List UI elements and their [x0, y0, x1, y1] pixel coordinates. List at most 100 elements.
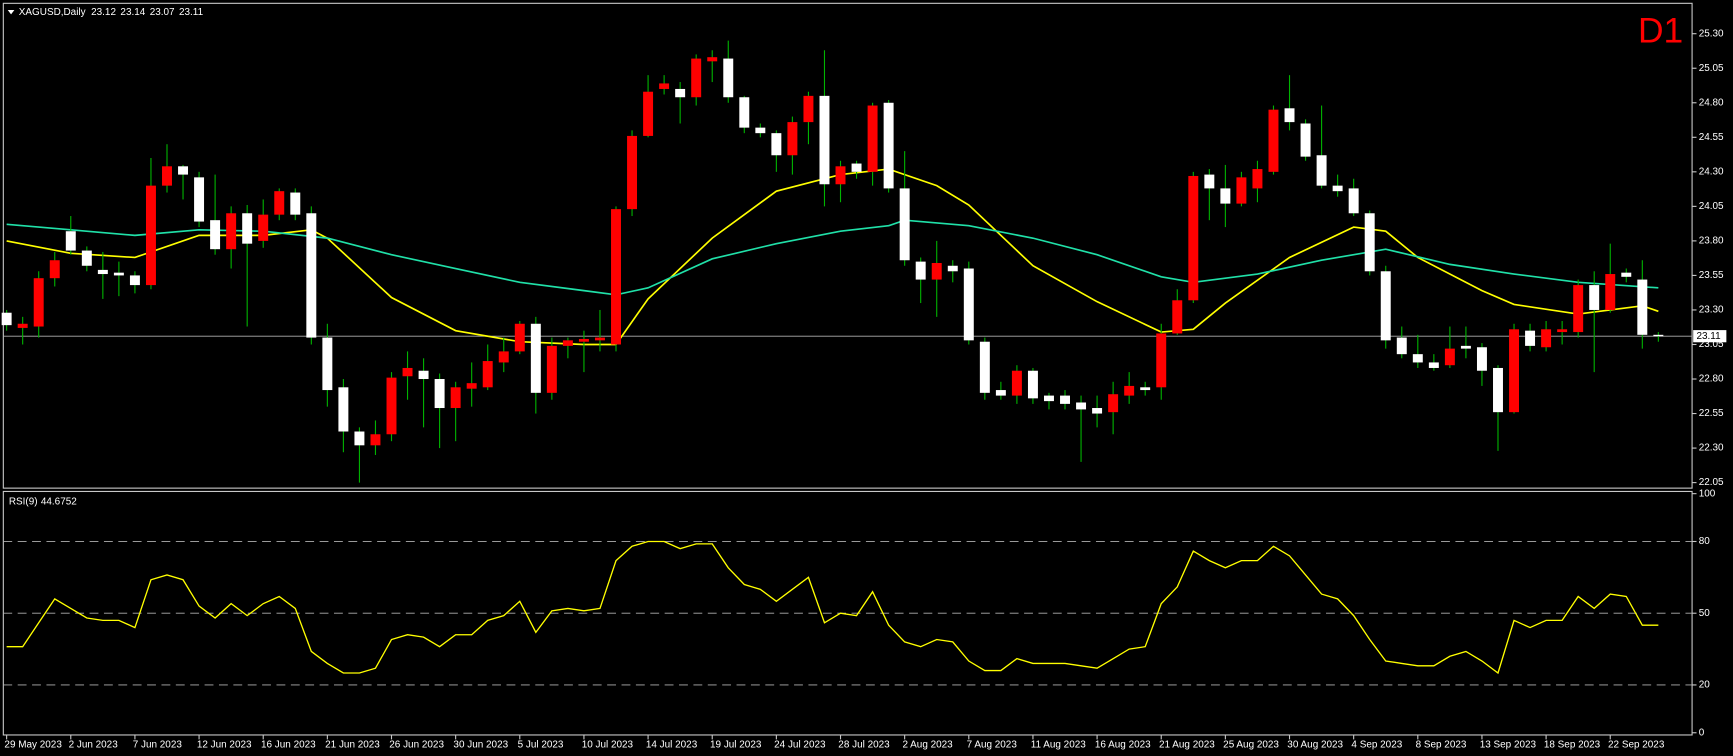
candle-body: [1509, 329, 1520, 413]
candle-body: [1236, 177, 1247, 204]
candle-body: [1637, 279, 1648, 335]
candle-body: [707, 57, 718, 62]
candle-body: [1444, 348, 1455, 366]
candle-body: [1573, 285, 1584, 333]
x-tick-label: 19 Jul 2023: [710, 740, 762, 751]
y-tick-label: 24.55: [1699, 132, 1724, 143]
candle-body: [1412, 354, 1423, 363]
candle-body: [338, 387, 349, 432]
header-open: 23.12: [91, 7, 116, 18]
candle-body: [1300, 123, 1311, 157]
rsi-header: RSI(9) 44.6752: [9, 496, 77, 507]
candle-body: [1011, 370, 1022, 396]
candle-body: [562, 340, 573, 346]
candle-body: [434, 379, 445, 409]
x-tick-label: 10 Jul 2023: [582, 740, 634, 751]
candle-body: [514, 323, 525, 352]
y-tick-label: 25.30: [1699, 28, 1724, 39]
candle-body: [1621, 272, 1632, 277]
x-tick-label: 26 Jun 2023: [389, 740, 444, 751]
y-tick-label: 24.05: [1699, 201, 1724, 212]
y-tick-label: 80: [1699, 536, 1711, 547]
candle-body: [739, 97, 750, 128]
candle-body: [1172, 300, 1183, 334]
y-tick-label: 23.05: [1699, 339, 1724, 350]
symbol: XAGUSD,Daily: [19, 7, 86, 18]
candle-body: [450, 387, 461, 409]
candle-body: [1220, 188, 1231, 204]
x-tick-label: 18 Sep 2023: [1544, 740, 1601, 751]
y-tick-label: 22.80: [1699, 374, 1724, 385]
moving-average: [6, 168, 1659, 346]
candle-body: [643, 91, 654, 136]
candle-body: [867, 105, 878, 172]
candle-body: [162, 166, 172, 186]
candle-body: [1589, 285, 1600, 310]
x-tick-label: 7 Aug 2023: [967, 740, 1018, 751]
candle-body: [178, 166, 189, 175]
x-tick-label: 21 Jun 2023: [325, 740, 380, 751]
candle-body: [931, 262, 942, 280]
candle-body: [81, 250, 92, 266]
candle-body: [145, 185, 156, 286]
candle-body: [226, 213, 237, 250]
x-tick-label: 30 Aug 2023: [1287, 740, 1343, 751]
candle-body: [1460, 345, 1471, 349]
x-tick-label: 21 Aug 2023: [1159, 740, 1215, 751]
candle-body: [1108, 394, 1119, 413]
y-tick-label: 20: [1699, 680, 1711, 691]
x-tick-label: 14 Jul 2023: [646, 740, 698, 751]
chart-header: XAGUSD,Daily 23.12 23.14 23.07 23.11: [19, 7, 204, 18]
x-tick-label: 5 Jul 2023: [518, 740, 564, 751]
candle-body: [1348, 188, 1359, 214]
candle-body: [787, 122, 798, 156]
candle-body: [1396, 337, 1407, 355]
rsi-line: [6, 540, 1659, 675]
candle-body: [466, 383, 477, 389]
candle-body: [1092, 408, 1103, 414]
last-price-box: [1693, 330, 1727, 343]
x-tick-label: 24 Jul 2023: [774, 740, 826, 751]
candle-body: [1332, 185, 1343, 192]
menu-arrow: [7, 9, 15, 15]
candle-body: [370, 434, 381, 446]
candle-body: [899, 188, 910, 261]
candle-body: [659, 83, 670, 89]
candle-body: [1027, 370, 1038, 399]
candle-body: [691, 58, 702, 98]
candle-body: [1364, 213, 1375, 272]
candle-body: [755, 127, 766, 134]
candle-body: [210, 220, 221, 250]
candle-body: [65, 231, 76, 251]
candle-body: [1156, 333, 1167, 388]
candle-body: [1188, 175, 1199, 301]
candle-body: [129, 275, 140, 286]
candle-body: [242, 213, 253, 244]
candle-body: [17, 323, 28, 328]
y-tick-label: 50: [1699, 608, 1711, 619]
x-tick-label: 30 Jun 2023: [453, 740, 508, 751]
y-tick-label: 22.55: [1699, 408, 1724, 419]
candle-body: [530, 323, 541, 393]
candle-body: [1044, 395, 1054, 402]
x-tick-label: 4 Sep 2023: [1351, 740, 1402, 751]
candle-body: [1076, 402, 1087, 410]
candle-body: [482, 361, 493, 388]
candle-body: [627, 135, 638, 210]
candle-body: [274, 191, 285, 215]
candle-body: [1060, 395, 1070, 404]
candle-body: [675, 88, 686, 98]
candle-body: [1252, 169, 1263, 189]
candle-body: [915, 261, 926, 280]
candle-body: [1557, 329, 1568, 333]
candle-body: [194, 177, 205, 222]
candle-body: [947, 265, 958, 272]
timeframe: D1: [1638, 11, 1683, 51]
y-tick-label: 0: [1699, 727, 1705, 738]
y-tick-label: 24.80: [1699, 97, 1724, 108]
y-tick-label: 23.55: [1699, 270, 1724, 281]
candle-body: [1493, 367, 1503, 413]
header-close: 23.11: [179, 7, 204, 18]
candle-body: [49, 260, 60, 279]
